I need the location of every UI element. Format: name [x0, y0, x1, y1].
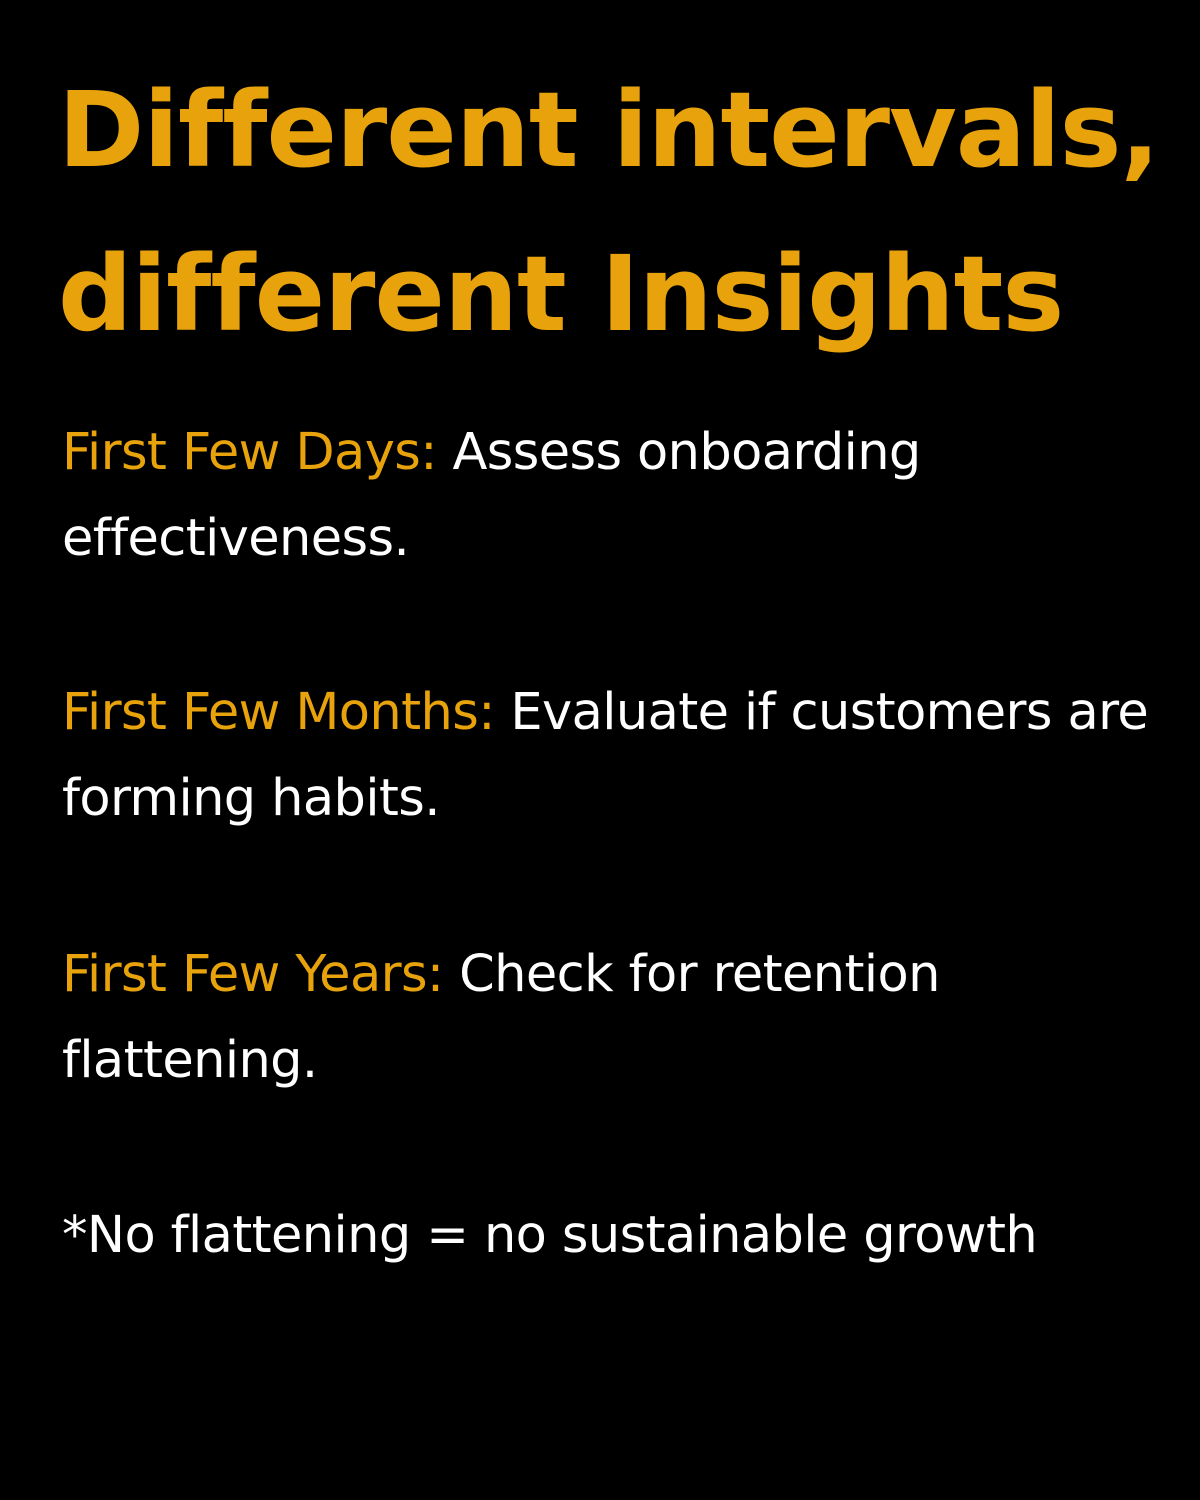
slide-title: Different intervals, different Insights: [58, 48, 1178, 376]
interval-label: First Few Days:: [62, 423, 437, 482]
interval-item-months: First Few Months: Evaluate if customers …: [62, 670, 1192, 842]
title-line-1: Different intervals,: [58, 69, 1160, 191]
interval-label: First Few Months:: [62, 683, 495, 742]
footnote: *No flattening = no sustainable growth: [62, 1206, 1038, 1265]
interval-label: First Few Years:: [62, 945, 444, 1004]
interval-description: Evaluate if customers are forming habits…: [62, 683, 1149, 828]
interval-item-years: First Few Years: Check for retention fla…: [62, 932, 1192, 1104]
interval-item-days: First Few Days: Assess onboarding effect…: [62, 410, 1192, 582]
title-line-2: different Insights: [58, 233, 1064, 355]
interval-description: Assess onboarding effectiveness.: [62, 423, 921, 568]
interval-description: Check for retention flattening.: [62, 945, 940, 1090]
